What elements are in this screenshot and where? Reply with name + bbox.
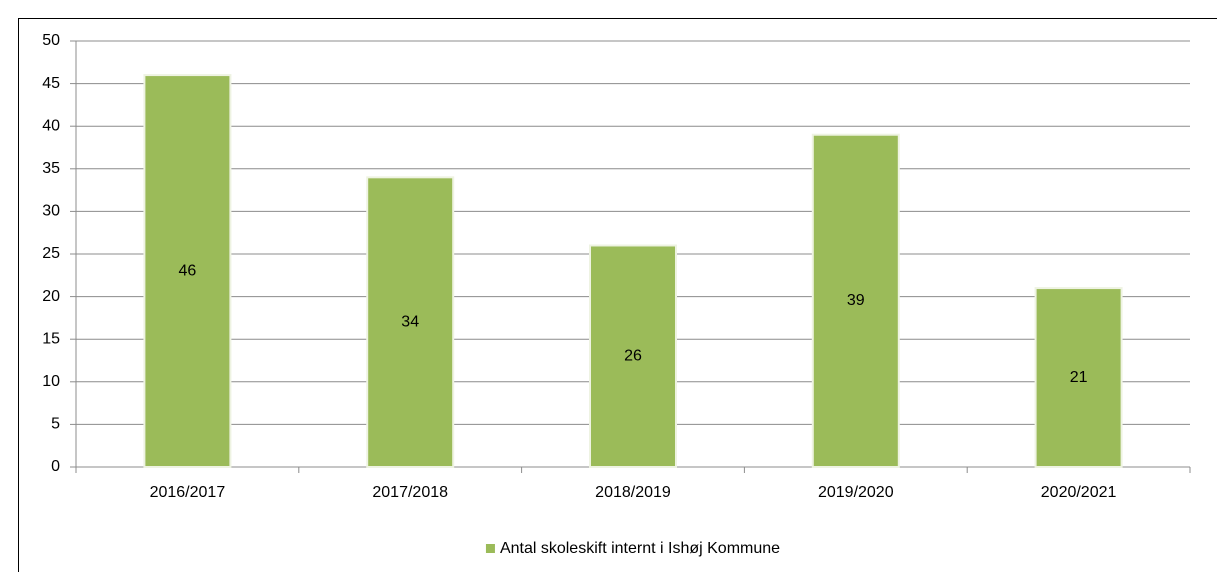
x-tick-label: 2018/2019 <box>595 484 671 501</box>
x-tick-label: 2019/2020 <box>818 484 894 501</box>
data-label: 39 <box>847 292 865 309</box>
x-tick-label: 2020/2021 <box>1041 484 1117 501</box>
y-tick-label: 25 <box>42 245 60 262</box>
y-tick-label: 40 <box>42 117 60 134</box>
data-label: 34 <box>401 313 419 330</box>
data-label: 26 <box>624 347 642 364</box>
legend-label: Antal skoleskift internt i Ishøj Kommune <box>500 540 780 557</box>
y-tick-label: 5 <box>51 416 60 433</box>
y-tick-label: 30 <box>42 203 60 220</box>
y-tick-label: 10 <box>42 373 60 390</box>
y-tick-label: 45 <box>42 75 60 92</box>
data-label: 46 <box>179 262 197 279</box>
x-tick-label: 2017/2018 <box>372 484 448 501</box>
y-tick-label: 15 <box>42 330 60 347</box>
data-label: 21 <box>1070 369 1088 386</box>
y-tick-label: 35 <box>42 160 60 177</box>
y-tick-label: 0 <box>51 458 60 475</box>
y-tick-label: 50 <box>42 32 60 49</box>
y-tick-label: 20 <box>42 288 60 305</box>
x-tick-label: 2016/2017 <box>150 484 226 501</box>
legend-swatch <box>486 544 495 553</box>
